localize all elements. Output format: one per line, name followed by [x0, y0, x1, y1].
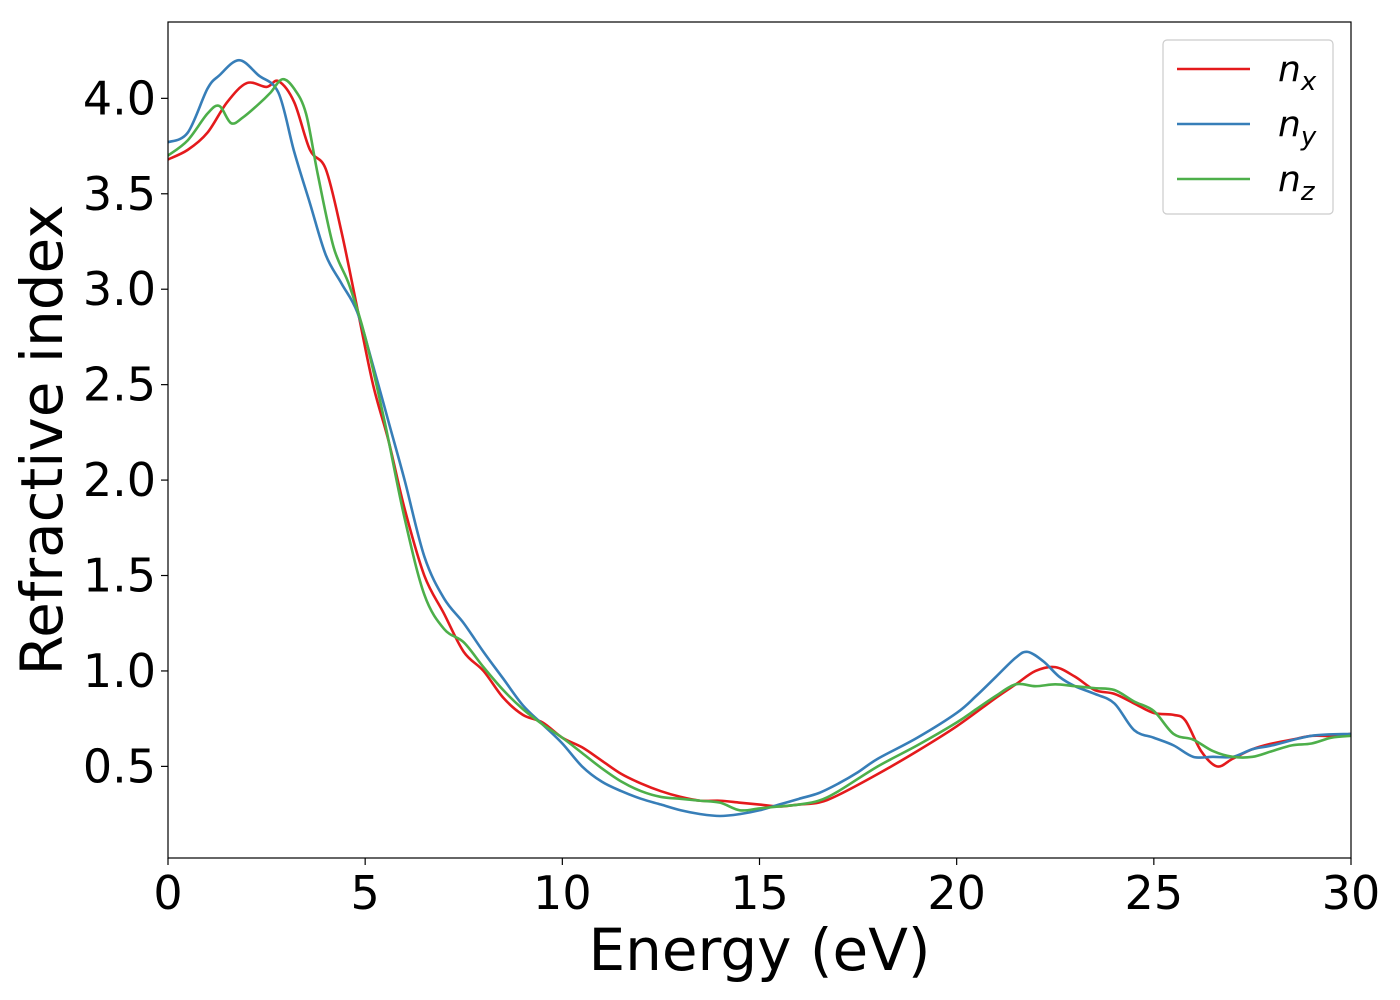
legend-label-subscript: z: [1300, 177, 1316, 207]
legend-label-base: n: [1278, 159, 1301, 200]
series-line-y: [168, 58, 1351, 818]
y-tick-label: 3.5: [83, 167, 156, 221]
legend-label-base: n: [1278, 49, 1301, 90]
x-tick-label: 30: [1322, 866, 1381, 920]
y-axis-label: Refractive index: [8, 204, 76, 675]
x-tick-label: 20: [927, 866, 986, 920]
series-layer: [168, 58, 1351, 818]
legend-label-base: n: [1278, 104, 1301, 145]
y-tick-label: 1.0: [83, 644, 156, 698]
y-tick-label: 2.5: [83, 358, 156, 412]
legend-box: [1162, 39, 1334, 215]
y-tick-label: 3.0: [83, 262, 156, 316]
y-tick-label: 1.5: [83, 549, 156, 603]
legend-label-x: nx: [1278, 49, 1317, 97]
x-tick-label: 0: [153, 866, 182, 920]
legend-label-subscript: x: [1300, 67, 1317, 97]
y-tick-label: 0.5: [83, 739, 156, 793]
x-tick-label: 15: [730, 866, 789, 920]
x-tick-label: 5: [351, 866, 380, 920]
y-axis-ticks: 0.5 1.0 1.5 2.0 2.5 3.0 3.5 4.0: [83, 71, 168, 793]
y-tick-label: 2.0: [83, 453, 156, 507]
legend-label-y: ny: [1278, 104, 1317, 152]
x-axis-label: Energy (eV): [588, 916, 930, 984]
x-tick-label: 10: [533, 866, 592, 920]
legend-label-subscript: y: [1300, 122, 1317, 152]
series-line-z: [168, 77, 1351, 812]
x-tick-label: 25: [1125, 866, 1184, 920]
y-tick-label: 4.0: [83, 71, 156, 125]
legend-label-z: nz: [1278, 159, 1316, 207]
x-axis-ticks: 0 5 10 15 20 25 30: [153, 858, 1380, 920]
